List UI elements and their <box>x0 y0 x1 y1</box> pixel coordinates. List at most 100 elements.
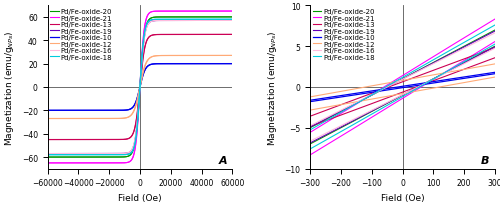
Pd/Fe-oxide-18 <box>340 110 346 113</box>
Pd/Fe-oxide-13 <box>392 84 398 87</box>
Pd/Fe-oxide-10 <box>403 85 409 88</box>
Pd/Fe-oxide-19 <box>312 124 318 126</box>
Pd/Fe-oxide-21 <box>403 73 409 75</box>
Pd/Fe-oxide-12 <box>392 81 398 84</box>
Pd/Fe-oxide-19 <box>208 20 214 22</box>
Pd/Fe-oxide-12 <box>68 118 74 120</box>
Line: Pd/Fe-oxide-19: Pd/Fe-oxide-19 <box>48 21 232 154</box>
Text: B: B <box>481 156 490 166</box>
Pd/Fe-oxide-13 <box>198 34 203 36</box>
Pd/Fe-oxide-10 <box>340 95 346 97</box>
Pd/Fe-oxide-18 <box>492 25 498 27</box>
Pd/Fe-oxide-18 <box>230 19 235 21</box>
Pd/Fe-oxide-20 <box>48 156 54 159</box>
Pd/Fe-oxide-19 <box>392 82 398 85</box>
Pd/Fe-oxide-20 <box>68 156 74 159</box>
Pd/Fe-oxide-21 <box>198 11 203 13</box>
Pd/Fe-oxide-18 <box>150 19 156 22</box>
Pd/Fe-oxide-21 <box>340 111 346 114</box>
Line: Pd/Fe-oxide-18: Pd/Fe-oxide-18 <box>310 26 495 130</box>
Pd/Fe-oxide-18 <box>403 75 409 77</box>
Pd/Fe-oxide-16 <box>198 20 203 22</box>
Line: Pd/Fe-oxide-13: Pd/Fe-oxide-13 <box>48 35 232 140</box>
Line: Pd/Fe-oxide-16: Pd/Fe-oxide-16 <box>310 34 495 126</box>
Pd/Fe-oxide-21 <box>150 11 156 14</box>
Pd/Fe-oxide-10 <box>150 63 156 66</box>
Pd/Fe-oxide-18 <box>307 129 313 131</box>
Pd/Fe-oxide-21 <box>382 86 388 88</box>
Pd/Fe-oxide-13 <box>230 34 235 36</box>
Pd/Fe-oxide-21 <box>208 11 214 13</box>
Pd/Fe-oxide-13 <box>158 34 164 36</box>
Legend: Pd/Fe-oxide-20, Pd/Fe-oxide-21, Pd/Fe-oxide-13, Pd/Fe-oxide-19, Pd/Fe-oxide-10, : Pd/Fe-oxide-20, Pd/Fe-oxide-21, Pd/Fe-ox… <box>50 8 113 61</box>
Pd/Fe-oxide-13 <box>382 88 388 90</box>
Pd/Fe-oxide-16 <box>392 82 398 85</box>
Pd/Fe-oxide-13 <box>492 47 498 49</box>
Pd/Fe-oxide-18 <box>198 19 203 21</box>
Pd/Fe-oxide-21 <box>312 129 318 131</box>
Pd/Fe-oxide-10 <box>158 63 164 66</box>
Pd/Fe-oxide-10 <box>208 63 214 66</box>
Line: Pd/Fe-oxide-10: Pd/Fe-oxide-10 <box>310 73 495 101</box>
Pd/Fe-oxide-16 <box>230 20 235 22</box>
Pd/Fe-oxide-10 <box>44 110 51 112</box>
Line: Pd/Fe-oxide-10: Pd/Fe-oxide-10 <box>48 64 232 111</box>
Pd/Fe-oxide-16 <box>158 20 164 22</box>
Pd/Fe-oxide-13 <box>68 139 74 141</box>
Pd/Fe-oxide-18 <box>208 19 214 21</box>
Pd/Fe-oxide-16 <box>208 20 214 22</box>
Pd/Fe-oxide-21 <box>404 72 410 75</box>
Pd/Fe-oxide-12 <box>404 79 410 81</box>
Pd/Fe-oxide-20 <box>208 16 214 19</box>
Pd/Fe-oxide-19 <box>198 20 203 22</box>
Pd/Fe-oxide-21 <box>230 11 235 13</box>
Pd/Fe-oxide-16 <box>382 87 388 90</box>
Pd/Fe-oxide-13 <box>44 139 51 141</box>
Pd/Fe-oxide-10 <box>404 85 410 87</box>
Line: Pd/Fe-oxide-21: Pd/Fe-oxide-21 <box>48 12 232 163</box>
Pd/Fe-oxide-13 <box>150 34 156 37</box>
Pd/Fe-oxide-12 <box>198 55 203 57</box>
Pd/Fe-oxide-20 <box>403 76 409 79</box>
Pd/Fe-oxide-18 <box>392 81 398 83</box>
Pd/Fe-oxide-13 <box>404 80 410 82</box>
Pd/Fe-oxide-13 <box>48 139 54 141</box>
Pd/Fe-oxide-19 <box>150 20 156 23</box>
Pd/Fe-oxide-21 <box>44 162 51 164</box>
Pd/Fe-oxide-19 <box>404 76 410 78</box>
Pd/Fe-oxide-19 <box>307 126 313 129</box>
Pd/Fe-oxide-18 <box>312 126 318 129</box>
Pd/Fe-oxide-10 <box>48 110 54 112</box>
Legend: Pd/Fe-oxide-20, Pd/Fe-oxide-21, Pd/Fe-oxide-13, Pd/Fe-oxide-19, Pd/Fe-oxide-10, : Pd/Fe-oxide-20, Pd/Fe-oxide-21, Pd/Fe-ox… <box>312 8 376 61</box>
Line: Pd/Fe-oxide-12: Pd/Fe-oxide-12 <box>310 64 495 97</box>
Pd/Fe-oxide-16 <box>44 153 51 155</box>
Pd/Fe-oxide-16 <box>68 153 74 155</box>
Pd/Fe-oxide-16 <box>340 108 346 111</box>
Pd/Fe-oxide-10 <box>492 72 498 74</box>
Pd/Fe-oxide-20 <box>340 109 346 112</box>
Pd/Fe-oxide-20 <box>307 127 313 129</box>
Pd/Fe-oxide-10 <box>392 87 398 89</box>
Pd/Fe-oxide-19 <box>382 88 388 90</box>
Line: Pd/Fe-oxide-13: Pd/Fe-oxide-13 <box>310 48 495 117</box>
Pd/Fe-oxide-16 <box>307 125 313 127</box>
Pd/Fe-oxide-20 <box>230 16 235 19</box>
Pd/Fe-oxide-18 <box>58 154 64 156</box>
Pd/Fe-oxide-12 <box>307 96 313 99</box>
X-axis label: Field (Oe): Field (Oe) <box>380 193 424 202</box>
Pd/Fe-oxide-16 <box>48 153 54 155</box>
Pd/Fe-oxide-19 <box>403 76 409 79</box>
Pd/Fe-oxide-16 <box>312 123 318 125</box>
Pd/Fe-oxide-10 <box>312 99 318 101</box>
Pd/Fe-oxide-13 <box>403 80 409 82</box>
Pd/Fe-oxide-16 <box>49 153 55 155</box>
Pd/Fe-oxide-20 <box>44 156 51 159</box>
Pd/Fe-oxide-12 <box>492 63 498 66</box>
Pd/Fe-oxide-21 <box>158 11 164 13</box>
Pd/Fe-oxide-13 <box>312 114 318 116</box>
Pd/Fe-oxide-21 <box>48 162 54 164</box>
Pd/Fe-oxide-20 <box>198 16 203 19</box>
Pd/Fe-oxide-19 <box>340 109 346 111</box>
Y-axis label: Magnetization (emu/g$_{NPs}$): Magnetization (emu/g$_{NPs}$) <box>266 30 279 145</box>
Pd/Fe-oxide-12 <box>403 79 409 82</box>
